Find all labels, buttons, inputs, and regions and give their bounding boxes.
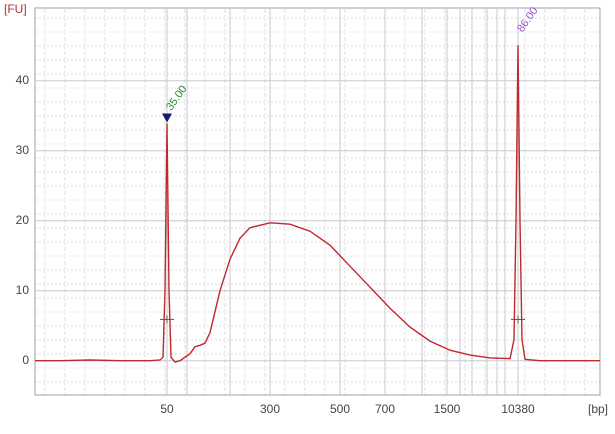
plot-area xyxy=(34,7,601,396)
peak-marker xyxy=(162,113,172,123)
x-tick-label: 700 xyxy=(375,402,395,416)
x-tick-label: 10380 xyxy=(501,402,535,416)
x-tick-label: 50 xyxy=(160,402,174,416)
y-tick-label: 40 xyxy=(16,73,30,87)
x-axis-label: [bp] xyxy=(588,402,608,416)
x-tick-label: 500 xyxy=(330,402,350,416)
y-tick-label: 20 xyxy=(16,213,30,227)
x-tick-label: 1500 xyxy=(434,402,461,416)
x-tick-label: 300 xyxy=(260,402,280,416)
trace xyxy=(35,45,600,363)
y-tick-label: 30 xyxy=(16,143,30,157)
y-tick-label: 0 xyxy=(22,353,29,367)
y-axis-label: [FU] xyxy=(4,2,27,16)
y-tick-label: 10 xyxy=(16,283,30,297)
